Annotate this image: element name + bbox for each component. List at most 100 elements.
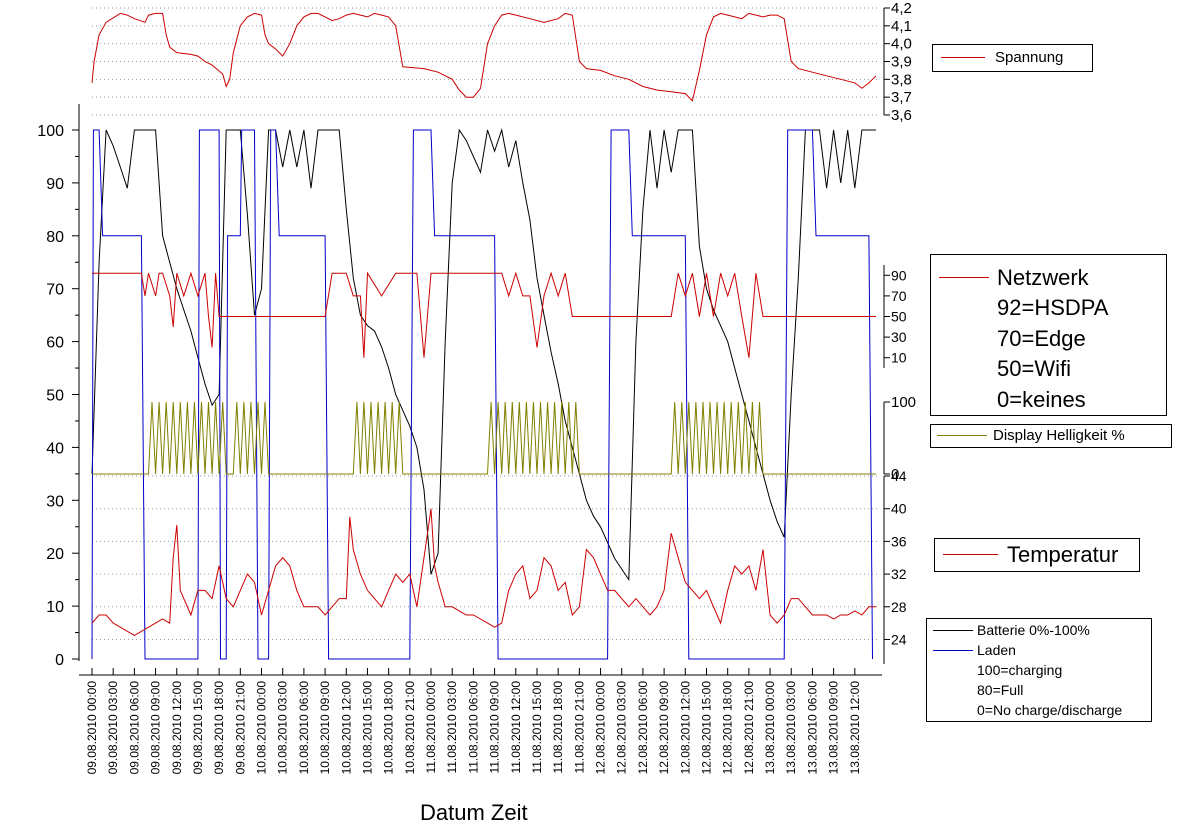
legend-temperatur-label: Temperatur — [1007, 542, 1119, 567]
legend-netzwerk-item: 70=Edge — [997, 326, 1086, 351]
legend-laden-line — [933, 650, 973, 651]
series-group — [91, 12, 877, 660]
x-axis-tick-label: 09.08.2010 00:00 — [85, 681, 99, 775]
network-axis-tick-label: 10 — [891, 350, 907, 366]
x-axis-tick-label: 09.08.2010 18:00 — [212, 681, 226, 775]
left-axis-tick-label: 0 — [55, 652, 64, 669]
x-axis-tick-label: 13.08.2010 09:00 — [827, 681, 841, 775]
x-axis-tick-label: 10.08.2010 06:00 — [297, 681, 311, 775]
legend-helligkeit-label: Display Helligkeit % — [993, 427, 1125, 444]
voltage-axis-tick-label: 3,6 — [891, 107, 912, 124]
legend-netzwerk-line — [939, 277, 989, 278]
x-axis-tick-label: 11.08.2010 09:00 — [488, 681, 502, 774]
legend-laden-label: Laden — [977, 642, 1016, 658]
series-line-netzwerk — [92, 271, 876, 358]
legend-batterie-line — [933, 630, 973, 631]
temperature-axis-tick-label: 32 — [891, 566, 907, 582]
series-line-display-helligkeit — [92, 401, 876, 475]
x-axis-tick-label: 09.08.2010 06:00 — [127, 681, 141, 775]
x-axis-tick-label: 09.08.2010 09:00 — [149, 681, 163, 775]
left-axis-tick-label: 40 — [46, 440, 64, 457]
x-axis-tick-label: 12.08.2010 21:00 — [742, 681, 756, 775]
series-line-temperatur — [91, 508, 876, 636]
left-axis-tick-label: 60 — [46, 335, 64, 352]
temperature-axis-tick-label: 24 — [891, 631, 907, 647]
x-axis-tick-label: 09.08.2010 12:00 — [170, 681, 184, 775]
x-axis-tick-label: 13.08.2010 06:00 — [805, 681, 819, 775]
gridlines — [92, 7, 878, 640]
x-axis-tick-label: 10.08.2010 18:00 — [382, 681, 396, 775]
legend-batterie-item: 80=Full — [977, 682, 1024, 698]
x-axis-tick-label: 12.08.2010 03:00 — [615, 681, 629, 775]
series-line-batterie-0-100 — [91, 128, 876, 582]
legend-netzwerk: Netzwerk 92=HSDPA 70=Edge 50=Wifi 0=kein… — [930, 254, 1167, 416]
x-axis-tick-label: 10.08.2010 00:00 — [255, 681, 269, 775]
legend-helligkeit-line — [937, 435, 987, 436]
x-axis-tick-label: 12.08.2010 15:00 — [699, 681, 713, 775]
temperature-axis-tick-label: 36 — [891, 533, 907, 549]
legend-netzwerk-title: Netzwerk — [997, 265, 1089, 290]
network-axis-tick-label: 50 — [891, 309, 907, 325]
x-axis-tick-label: 09.08.2010 03:00 — [106, 681, 120, 775]
brightness-axis-tick-label: 100 — [891, 394, 916, 411]
legend-helligkeit: Display Helligkeit % — [930, 424, 1172, 448]
voltage-axis-tick-label: 4,0 — [891, 36, 912, 53]
x-axis-tick-label: 13.08.2010 03:00 — [784, 681, 798, 775]
left-axis-tick-label: 80 — [46, 229, 64, 246]
x-axis-tick-label: 10.08.2010 21:00 — [403, 681, 417, 775]
legend-batterie-item: 100=charging — [977, 662, 1063, 678]
series-line-spannung — [91, 12, 877, 102]
x-axis-tick-label: 11.08.2010 18:00 — [551, 681, 565, 774]
x-axis-tick-label: 10.08.2010 12:00 — [339, 681, 353, 775]
network-axis-tick-label: 90 — [891, 267, 907, 283]
x-axis-tick-label: 12.08.2010 00:00 — [594, 681, 608, 775]
left-axis-tick-label: 100 — [37, 123, 64, 140]
left-axis-tick-label: 10 — [46, 599, 64, 616]
left-axis-tick-label: 70 — [46, 282, 64, 299]
x-axis-tick-label: 09.08.2010 21:00 — [233, 681, 247, 775]
x-axis-tick-label: 11.08.2010 06:00 — [466, 681, 480, 774]
x-axis-title: Datum Zeit — [420, 800, 528, 825]
voltage-axis-tick-label: 3,8 — [891, 71, 912, 88]
x-axis-tick-label: 10.08.2010 03:00 — [276, 681, 290, 775]
legend-netzwerk-item: 92=HSDPA — [997, 295, 1109, 320]
x-axis-tick-label: 13.08.2010 00:00 — [763, 681, 777, 775]
network-axis-tick-label: 70 — [891, 288, 907, 304]
legend-netzwerk-item: 50=Wifi — [997, 356, 1071, 381]
left-axis-tick-label: 20 — [46, 546, 64, 563]
x-axis-tick-label: 12.08.2010 12:00 — [678, 681, 692, 775]
brightness-axis-tick-label: 0 — [891, 466, 899, 483]
left-axis-tick-label: 90 — [46, 176, 64, 193]
legend-temperatur-line — [943, 554, 998, 555]
x-axis-tick-label: 10.08.2010 15:00 — [360, 681, 374, 775]
left-axis-tick-label: 50 — [46, 388, 64, 405]
network-axis-tick-label: 30 — [891, 329, 907, 345]
voltage-axis-tick-label: 3,7 — [891, 89, 912, 106]
x-axis-tick-label: 11.08.2010 03:00 — [445, 681, 459, 774]
x-axis-tick-label: 11.08.2010 21:00 — [572, 681, 586, 774]
x-axis-tick-label: 11.08.2010 15:00 — [530, 681, 544, 774]
temperature-axis-tick-label: 44 — [891, 468, 907, 484]
legend-batterie-item: 0=No charge/discharge — [977, 702, 1123, 718]
x-axis-tick-label: 12.08.2010 09:00 — [657, 681, 671, 775]
x-axis-tick-label: 09.08.2010 15:00 — [191, 681, 205, 775]
legend-spannung-label: Spannung — [995, 49, 1064, 66]
left-axis-tick-label: 30 — [46, 493, 64, 510]
legend-batterie-label: Batterie 0%-100% — [977, 622, 1090, 638]
legend-netzwerk-item: 0=keines — [997, 387, 1086, 412]
x-axis-tick-label: 12.08.2010 18:00 — [721, 681, 735, 775]
voltage-axis-tick-label: 4,1 — [891, 18, 912, 35]
legend-spannung: Spannung — [932, 44, 1093, 72]
legend-batterie: Batterie 0%-100% Laden 100=charging 80=F… — [926, 618, 1152, 722]
legend-spannung-line — [941, 57, 985, 58]
x-axis-tick-label: 12.08.2010 06:00 — [636, 681, 650, 775]
temperature-axis-tick-label: 28 — [891, 599, 907, 615]
x-axis-tick-label: 10.08.2010 09:00 — [318, 681, 332, 775]
legend-temperatur: Temperatur — [934, 538, 1140, 572]
x-axis-tick-label: 11.08.2010 12:00 — [509, 681, 523, 774]
voltage-axis-tick-label: 3,9 — [891, 54, 912, 71]
temperature-axis-tick-label: 40 — [891, 501, 907, 517]
voltage-axis-tick-label: 4,2 — [891, 0, 912, 17]
